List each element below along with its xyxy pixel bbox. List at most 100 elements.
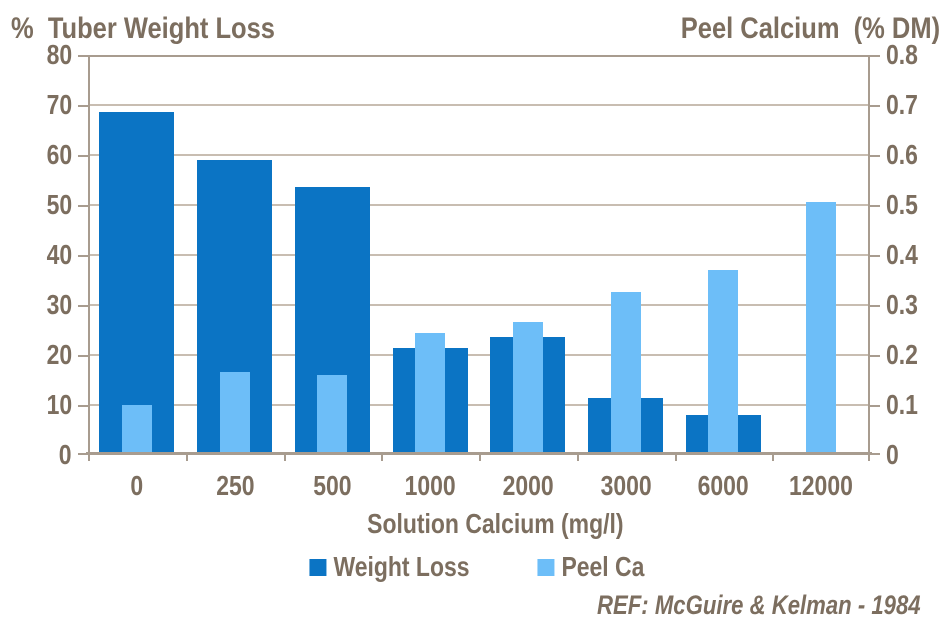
x-axis-title: Solution Calcium (mg/l) [295,508,695,540]
bar-peel-ca-2000 [513,322,543,455]
right-axis-tick-label-text: 0.2 [886,339,918,370]
right-axis-title: Peel Calcium (% DM) [680,12,940,45]
gridline [88,404,870,406]
right-axis-tick [870,105,880,107]
gridline [88,204,870,206]
bar-peel-ca-6000 [708,270,738,455]
x-axis-category-label-text: 3000 [600,470,652,501]
left-axis-tick-label-text: 20 [46,339,72,370]
left-axis-tick-label-text: 30 [46,289,72,320]
legend-item-weight-loss: Weight Loss [309,551,499,583]
y-axis-right-line [868,55,870,455]
x-axis-category-label-text: 12000 [789,470,853,501]
left-axis-title: % Tuber Weight Loss [11,12,275,45]
right-axis-tick-label: 0.4 [886,240,950,270]
right-axis-tick-label: 0.2 [886,340,950,370]
x-axis-title-text: Solution Calcium (mg/l) [366,508,624,539]
left-axis-tick [78,205,88,207]
left-axis-tick-label-text: 70 [46,89,72,120]
right-axis-tick-label-text: 0 [886,439,899,470]
right-axis-tick [870,255,880,257]
legend-item-peel-ca: Peel Ca [537,551,662,583]
right-axis-tick-label-text: 0.8 [886,39,918,70]
right-axis-tick-label: 0.3 [886,290,950,320]
y-axis-left-line [88,55,90,455]
left-axis-tick-label: 20 [0,340,72,370]
x-axis-category-label: 0 [67,470,207,502]
gridline [88,254,870,256]
left-axis-tick-label: 60 [0,140,72,170]
right-axis-tick-label-text: 0.5 [886,189,918,220]
right-axis-tick-label: 0.8 [886,40,950,70]
legend-label-peel-ca: Peel Ca [561,551,645,582]
x-axis-category-label: 3000 [556,470,696,502]
right-axis-tick [870,453,880,455]
x-axis-tick [284,455,286,461]
left-axis-tick-label-text: 40 [46,239,72,270]
left-axis-tick-label-text: 10 [46,389,72,420]
right-axis-tick [870,305,880,307]
x-axis-tick [381,455,383,461]
x-axis-tick [88,455,90,461]
plot-border-top [88,55,870,57]
bar-peel-ca-0 [122,405,152,455]
left-axis-tick [78,355,88,357]
x-axis-category-label-text: 500 [312,470,352,501]
x-axis-category-label: 1000 [360,470,500,502]
right-axis-tick-label: 0.5 [886,190,950,220]
right-axis-tick-label: 0.1 [886,390,950,420]
right-axis-tick-label: 0 [886,440,950,470]
right-axis-tick [870,205,880,207]
right-axis-tick [870,405,880,407]
plot-area [78,55,880,461]
peel-ca-swatch-icon [537,558,555,576]
left-axis-tick-label: 40 [0,240,72,270]
x-axis-category-label-text: 0 [130,470,144,501]
left-axis-tick-label: 30 [0,290,72,320]
right-axis-tick-label-text: 0.7 [886,89,918,120]
x-axis-category-label-text: 2000 [502,470,554,501]
right-axis-tick [870,155,880,157]
gridline [88,304,870,306]
left-axis-tick [78,105,88,107]
left-axis-tick-label: 0 [0,440,72,470]
x-axis-category-label-text: 6000 [697,470,749,501]
left-axis-tick-label-text: 50 [46,189,72,220]
right-axis-tick [870,55,880,57]
right-axis-tick-label-text: 0.4 [886,239,918,270]
bar-peel-ca-12000 [806,202,836,455]
x-axis-tick [772,455,774,461]
left-axis-tick [78,305,88,307]
bar-peel-ca-500 [317,375,347,455]
left-axis-tick [78,55,88,57]
x-axis-category-label-text: 1000 [404,470,456,501]
x-axis-category-label: 2000 [458,470,598,502]
legend: Weight Loss Peel Ca [309,551,662,583]
x-axis-category-label: 500 [262,470,402,502]
right-axis-tick [870,355,880,357]
left-axis-tick-label-text: 60 [46,139,72,170]
bar-peel-ca-1000 [415,333,445,455]
gridline [88,104,870,106]
x-axis-tick [186,455,188,461]
x-axis-tick [675,455,677,461]
left-axis-tick [78,155,88,157]
gridline [88,354,870,356]
bar-peel-ca-3000 [611,292,641,455]
x-axis-tick [479,455,481,461]
left-axis-tick-label: 80 [0,40,72,70]
left-axis-tick-label: 70 [0,90,72,120]
left-axis-tick [78,405,88,407]
left-axis-tick-label-text: 0 [59,439,72,470]
left-axis-tick [78,255,88,257]
right-axis-tick-label-text: 0.1 [886,389,918,420]
reference-text: REF: McGuire & Kelman - 1984 [597,590,921,620]
bar-weight-loss-0 [99,112,174,455]
bar-peel-ca-250 [220,372,250,455]
legend-label-weight-loss: Weight Loss [333,551,470,582]
x-axis-category-label-text: 250 [215,470,255,501]
left-axis-tick-label-text: 80 [46,39,72,70]
right-axis-tick-label: 0.7 [886,90,950,120]
left-axis-tick-label: 50 [0,190,72,220]
